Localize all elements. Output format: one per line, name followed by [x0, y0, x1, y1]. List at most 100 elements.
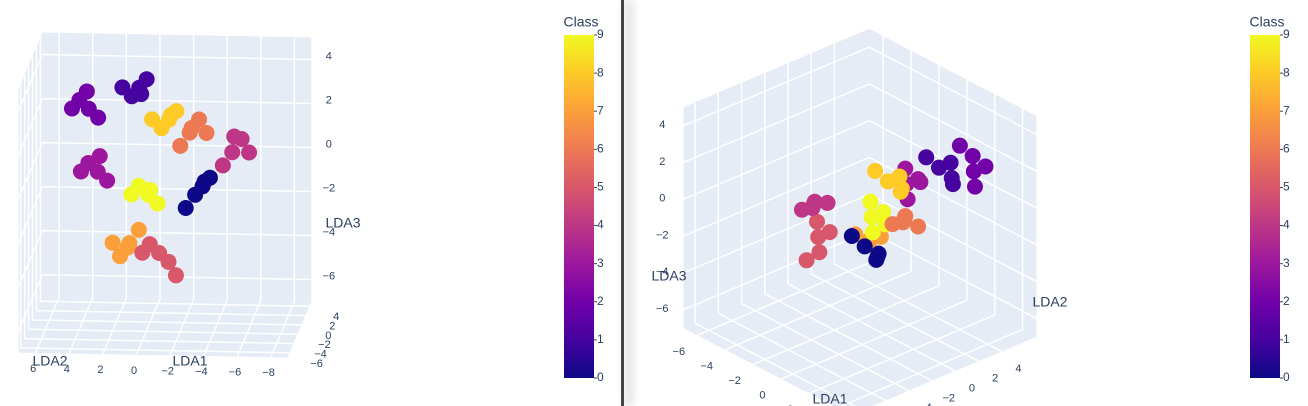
z-tick-label: 2: [659, 156, 665, 168]
y-tick-label: 4: [333, 311, 339, 323]
colorbar-tick-label: 2: [1283, 294, 1290, 308]
scene: −8−6−4−2024420−2−4−6420−2−4−6LDA1LDA2LDA…: [651, 14, 1290, 406]
data-point: [867, 162, 884, 179]
x-tick-label: −2: [942, 392, 955, 404]
colorbar-tick-label: 8: [1283, 65, 1290, 79]
y-tick-label: 2: [787, 404, 793, 406]
x-tick-label: 6: [30, 363, 36, 375]
data-point: [863, 209, 880, 226]
grid-line: [683, 193, 870, 274]
grid-line: [42, 185, 312, 193]
colorbar-tick-label: 9: [597, 27, 604, 41]
colorbar-tick-label: 6: [597, 142, 604, 156]
data-point: [114, 79, 131, 96]
data-point: [966, 178, 983, 195]
data-point: [965, 163, 982, 180]
data-point: [810, 228, 827, 245]
y-tick-label: 0: [759, 389, 765, 401]
data-point: [819, 194, 836, 211]
grid-line: [697, 256, 884, 336]
x-tick-label: 0: [969, 383, 975, 395]
grid-line: [135, 298, 161, 355]
z-tick-label: −2: [323, 182, 336, 194]
data-point: [214, 157, 231, 174]
data-point: [918, 149, 935, 166]
data-point: [104, 234, 121, 251]
data-point: [798, 252, 815, 269]
colorbar-tick-label: 9: [1283, 27, 1290, 41]
data-point: [181, 124, 198, 141]
z-tick-label: 0: [659, 193, 665, 205]
grid-line: [683, 120, 870, 200]
x-tick-label: −4: [919, 402, 932, 406]
data-point: [144, 111, 161, 128]
axis-title: LDA1: [812, 391, 847, 406]
z-tick-label: −2: [656, 229, 669, 241]
y-tick-label: −2: [728, 375, 741, 387]
y-tick-label: −4: [314, 348, 327, 360]
grid-line: [868, 83, 1037, 172]
colorbar-tick-label: 8: [597, 65, 604, 79]
x-tick-label: −2: [161, 365, 174, 377]
colorbar-tick-label: 0: [1283, 370, 1290, 384]
data-point: [879, 173, 896, 190]
x-tick-label: 2: [97, 364, 103, 376]
grid-line: [18, 142, 43, 199]
grid-line: [102, 297, 128, 355]
grid-line: [270, 300, 296, 358]
y-tick-label: −6: [310, 358, 323, 370]
grid-line: [202, 299, 228, 357]
grid-line: [18, 186, 43, 243]
data-point: [224, 144, 241, 161]
x-tick-label: 4: [64, 364, 70, 376]
grid-line: [18, 98, 43, 155]
grid-line: [18, 274, 43, 331]
y-tick-label: −4: [700, 360, 713, 372]
data-point: [172, 137, 189, 154]
x-tick-label: 0: [131, 365, 137, 377]
colorbar-tick-label: 7: [597, 103, 604, 117]
data-point: [78, 83, 95, 100]
grid-line: [683, 230, 870, 311]
y-tick-label: 2: [329, 320, 335, 332]
x-tick-label: −6: [229, 367, 242, 379]
colorbar-title: Class: [563, 14, 598, 30]
data-point: [897, 208, 914, 225]
grid-line: [764, 293, 933, 382]
grid-line: [683, 46, 870, 127]
grid-line: [42, 53, 312, 61]
axis-title: LDA3: [651, 268, 686, 284]
colorbar-tick-label: 6: [1283, 142, 1290, 156]
z-tick-label: −6: [656, 303, 669, 315]
data-point: [930, 159, 947, 176]
data-point: [241, 144, 258, 161]
data-point: [811, 244, 828, 261]
data-point: [141, 236, 158, 253]
colorbar-tick-label: 3: [597, 256, 604, 270]
grid-line: [169, 299, 195, 356]
data-point: [910, 218, 927, 235]
grid-line: [724, 270, 912, 351]
back-panel: [18, 32, 43, 353]
y-tick-label: −6: [673, 346, 686, 358]
grid-line: [683, 83, 870, 164]
colorbar-tick-label: 7: [1283, 103, 1290, 117]
grid-line: [868, 230, 1037, 319]
scene: 6 4 2 0 −2 −4 −6 −8420−2−4−6420−2−4−6LDA1LDA2LD…: [18, 14, 604, 384]
y-tick-label: −2: [318, 339, 331, 351]
z-tick-label: 4: [326, 50, 332, 62]
axis-title: LDA3: [325, 215, 360, 231]
y-tick-label: 0: [325, 330, 331, 342]
grid-line: [40, 300, 310, 307]
grid-line: [24, 337, 294, 345]
axis-title: LDA1: [172, 353, 207, 369]
grid-line: [717, 312, 886, 402]
axis-title: LDA2: [1032, 294, 1067, 310]
data-point: [138, 71, 155, 88]
colorbar-tick-label: 0: [597, 370, 604, 384]
grid-line: [18, 54, 43, 111]
data-point: [893, 180, 910, 197]
data-point: [167, 267, 184, 284]
grid-line: [868, 193, 1037, 283]
